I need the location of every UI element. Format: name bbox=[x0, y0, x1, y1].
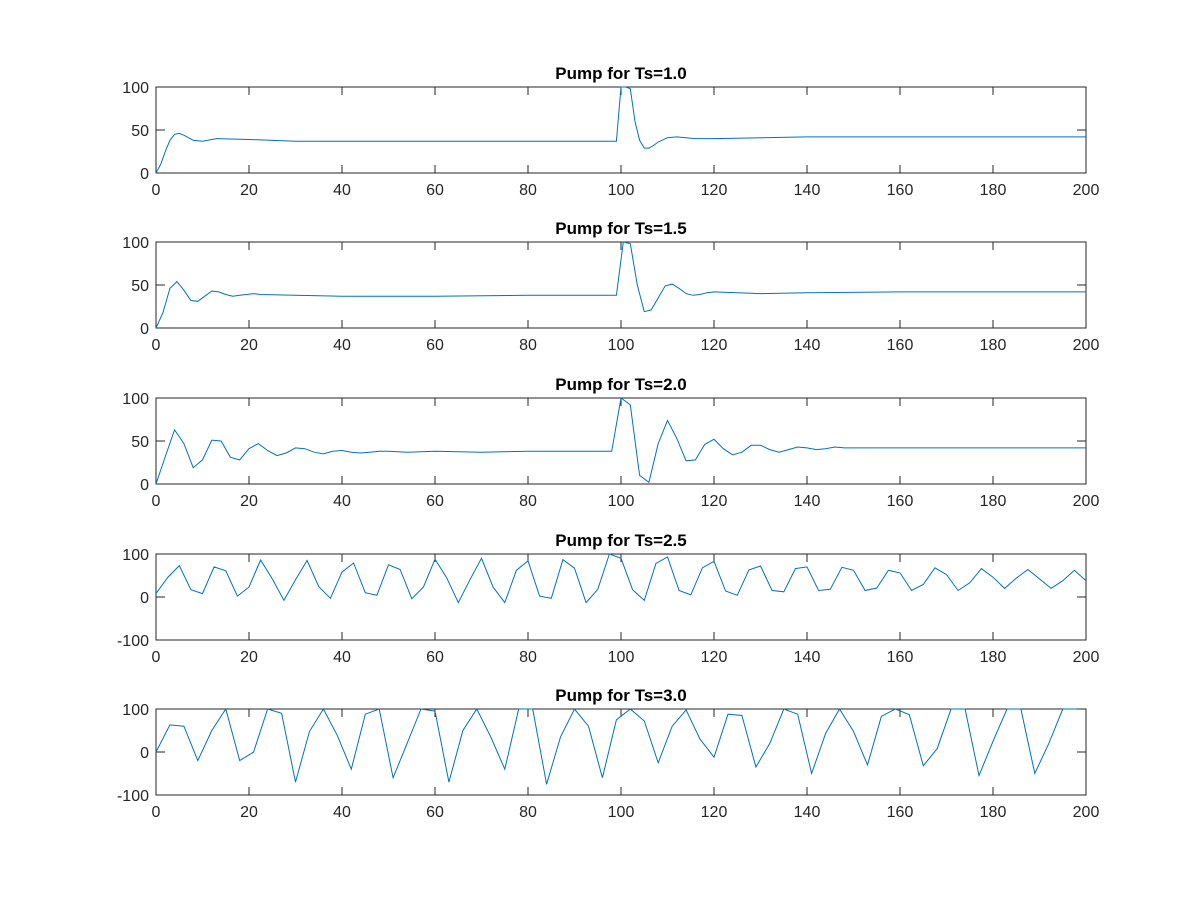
x-tick-label: 160 bbox=[887, 182, 914, 199]
x-tick-label: 180 bbox=[980, 493, 1007, 510]
y-tick-label: 50 bbox=[131, 278, 149, 295]
x-tick-label: 120 bbox=[701, 493, 728, 510]
plot-area bbox=[155, 553, 1087, 641]
x-tick-label: 40 bbox=[333, 493, 351, 510]
x-tick-label: 0 bbox=[152, 493, 161, 510]
x-tick-label: 40 bbox=[333, 337, 351, 354]
x-tick-label: 100 bbox=[608, 182, 635, 199]
x-tick-label: 200 bbox=[1073, 493, 1100, 510]
y-tick-label: 0 bbox=[140, 321, 149, 338]
x-tick-label: 80 bbox=[519, 804, 537, 821]
x-tick-label: 0 bbox=[152, 182, 161, 199]
x-tick-label: 100 bbox=[608, 493, 635, 510]
x-tick-label: 140 bbox=[794, 182, 821, 199]
x-tick-label: 0 bbox=[152, 649, 161, 666]
subplot-title: Pump for Ts=1.5 bbox=[555, 219, 686, 238]
subplot-title: Pump for Ts=1.0 bbox=[555, 64, 686, 83]
x-tick-label: 100 bbox=[608, 337, 635, 354]
x-tick-label: 60 bbox=[426, 337, 444, 354]
subplot-title: Pump for Ts=2.5 bbox=[555, 531, 686, 550]
subplot-2: Pump for Ts=1.5 0 20 40 60 80 100 120 140 160 180 2… bbox=[122, 219, 1099, 354]
x-tick-label: 20 bbox=[240, 804, 258, 821]
x-tick-label: 60 bbox=[426, 649, 444, 666]
plot-area bbox=[155, 397, 1087, 485]
y-tick-label: 0 bbox=[140, 166, 149, 183]
x-tick-label: 0 bbox=[152, 337, 161, 354]
x-tick-label: 160 bbox=[887, 337, 914, 354]
y-tick-label: -100 bbox=[117, 788, 149, 805]
x-tick-label: 180 bbox=[980, 337, 1007, 354]
x-tick-label: 100 bbox=[608, 649, 635, 666]
x-tick-label: 200 bbox=[1073, 649, 1100, 666]
x-tick-label: 20 bbox=[240, 649, 258, 666]
x-tick-label: 80 bbox=[519, 649, 537, 666]
x-tick-label: 120 bbox=[701, 182, 728, 199]
plot-area bbox=[155, 241, 1087, 329]
x-tick-label: 20 bbox=[240, 337, 258, 354]
x-tick-label: 140 bbox=[794, 804, 821, 821]
x-tick-label: 140 bbox=[794, 493, 821, 510]
y-tick-label: 100 bbox=[122, 547, 149, 564]
subplot-4: Pump for Ts=2.5 0 20 40 60 80 100 120 140 160 180 2… bbox=[117, 531, 1099, 666]
x-tick-label: 80 bbox=[519, 182, 537, 199]
y-tick-label: 100 bbox=[122, 80, 149, 97]
x-tick-label: 60 bbox=[426, 804, 444, 821]
x-tick-label: 80 bbox=[519, 493, 537, 510]
y-tick-label: 0 bbox=[140, 477, 149, 494]
y-tick-label: 50 bbox=[131, 123, 149, 140]
x-tick-label: 120 bbox=[701, 337, 728, 354]
x-tick-label: 60 bbox=[426, 182, 444, 199]
subplot-3: Pump for Ts=2.0 0 20 40 60 80 100 120 140 160 180 2… bbox=[122, 375, 1099, 510]
y-tick-label: 0 bbox=[140, 590, 149, 607]
y-tick-label: 100 bbox=[122, 391, 149, 408]
x-tick-label: 20 bbox=[240, 493, 258, 510]
x-tick-label: 100 bbox=[608, 804, 635, 821]
series-line bbox=[155, 86, 1086, 174]
x-tick-label: 80 bbox=[519, 337, 537, 354]
plot-area bbox=[155, 708, 1087, 796]
x-tick-label: 20 bbox=[240, 182, 258, 199]
x-tick-label: 60 bbox=[426, 493, 444, 510]
plot-area bbox=[155, 86, 1087, 174]
subplot-1: Pump for Ts=1.0 0 20 40 60 80 100 120 140 160 180 2… bbox=[122, 64, 1099, 199]
series-line bbox=[155, 553, 1087, 604]
subplot-5: Pump for Ts=3.0 0 20 40 60 80 100 120 140 160 180 2… bbox=[117, 686, 1099, 821]
y-tick-label: 100 bbox=[122, 702, 149, 719]
x-tick-label: 40 bbox=[333, 182, 351, 199]
series-line bbox=[155, 241, 1086, 329]
x-tick-label: 40 bbox=[333, 804, 351, 821]
y-tick-label: 100 bbox=[122, 235, 149, 252]
x-tick-label: 160 bbox=[887, 493, 914, 510]
x-tick-label: 120 bbox=[701, 649, 728, 666]
subplot-title: Pump for Ts=3.0 bbox=[555, 686, 686, 705]
x-tick-label: 180 bbox=[980, 804, 1007, 821]
x-tick-label: 200 bbox=[1073, 804, 1100, 821]
x-tick-label: 200 bbox=[1073, 337, 1100, 354]
x-tick-label: 140 bbox=[794, 337, 821, 354]
x-tick-label: 180 bbox=[980, 649, 1007, 666]
x-tick-label: 0 bbox=[152, 804, 161, 821]
subplot-title: Pump for Ts=2.0 bbox=[555, 375, 686, 394]
x-tick-label: 200 bbox=[1073, 182, 1100, 199]
x-tick-label: 160 bbox=[887, 649, 914, 666]
x-tick-label: 140 bbox=[794, 649, 821, 666]
y-tick-label: 0 bbox=[140, 745, 149, 762]
x-tick-label: 180 bbox=[980, 182, 1007, 199]
x-tick-label: 160 bbox=[887, 804, 914, 821]
y-tick-label: -100 bbox=[117, 633, 149, 650]
y-tick-label: 50 bbox=[131, 434, 149, 451]
x-tick-label: 120 bbox=[701, 804, 728, 821]
series-line bbox=[155, 397, 1086, 485]
series-line bbox=[155, 707, 1077, 785]
x-tick-label: 40 bbox=[333, 649, 351, 666]
